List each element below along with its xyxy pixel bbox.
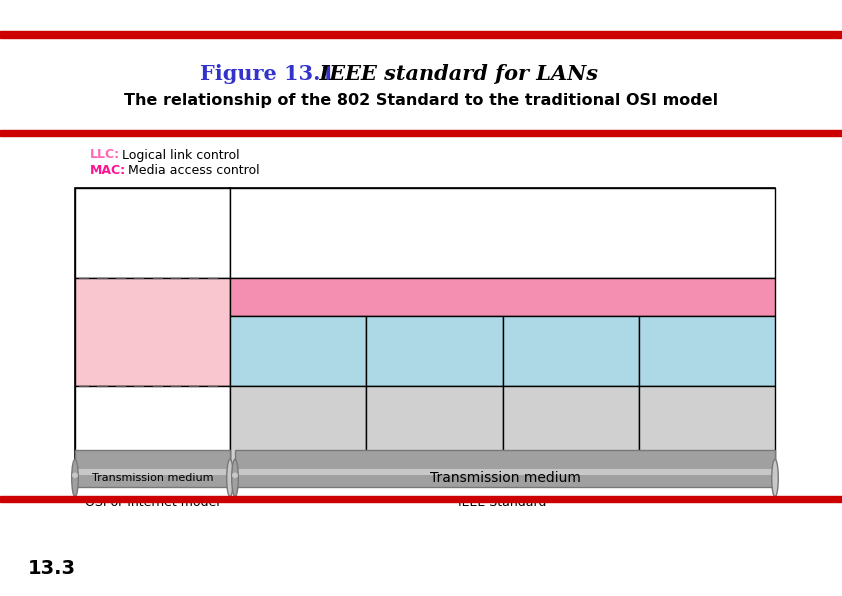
Text: Transmission medium: Transmission medium bbox=[92, 473, 213, 483]
Ellipse shape bbox=[72, 473, 78, 478]
Text: IEEE Standard: IEEE Standard bbox=[458, 496, 546, 509]
Text: LLC: LLC bbox=[488, 290, 516, 305]
Text: IEEE standard for LANs: IEEE standard for LANs bbox=[305, 64, 598, 84]
Bar bbox=[366, 386, 503, 466]
Text: Upper layers: Upper layers bbox=[108, 226, 197, 240]
Text: Transmission medium: Transmission medium bbox=[429, 471, 580, 485]
Text: Token Bus
physical layer: Token Bus physical layer bbox=[527, 412, 614, 440]
Bar bbox=[503, 386, 639, 466]
Bar bbox=[639, 316, 775, 386]
Text: Logical link control: Logical link control bbox=[118, 148, 240, 162]
Bar bbox=[230, 278, 775, 316]
Ellipse shape bbox=[232, 473, 238, 478]
Bar bbox=[75, 188, 230, 466]
Text: Ethernet
MAC: Ethernet MAC bbox=[269, 337, 327, 365]
Bar bbox=[235, 450, 775, 488]
Text: ...: ... bbox=[701, 420, 713, 433]
Text: 13.3: 13.3 bbox=[28, 558, 76, 578]
Text: Figure 13.1: Figure 13.1 bbox=[200, 64, 335, 84]
Bar bbox=[75, 386, 230, 466]
Bar bbox=[366, 316, 503, 386]
Text: Physical layer: Physical layer bbox=[104, 419, 200, 433]
Text: The relationship of the 802 Standard to the traditional OSI model: The relationship of the 802 Standard to … bbox=[124, 92, 718, 107]
Text: Token Bus
MAC: Token Bus MAC bbox=[537, 337, 604, 365]
Ellipse shape bbox=[226, 460, 233, 496]
Bar bbox=[230, 188, 775, 466]
Ellipse shape bbox=[232, 460, 238, 496]
Bar bbox=[230, 188, 775, 278]
Bar bbox=[230, 386, 366, 466]
Bar bbox=[230, 316, 366, 386]
Text: Media access control: Media access control bbox=[124, 163, 259, 176]
Text: Ethernet
physical layers
(several): Ethernet physical layers (several) bbox=[252, 405, 345, 448]
Bar bbox=[0, 130, 842, 136]
Text: Data link layer: Data link layer bbox=[102, 325, 204, 339]
Bar bbox=[235, 450, 775, 488]
Bar bbox=[235, 469, 775, 474]
Text: Token Ring
physical layer: Token Ring physical layer bbox=[391, 412, 477, 440]
Bar bbox=[0, 496, 842, 502]
Text: ...: ... bbox=[701, 344, 713, 358]
Bar bbox=[0, 31, 842, 38]
Bar bbox=[75, 278, 230, 386]
Bar bbox=[75, 188, 230, 278]
Ellipse shape bbox=[72, 460, 78, 496]
Text: LLC:: LLC: bbox=[90, 148, 120, 162]
Text: Token Ring
MAC: Token Ring MAC bbox=[398, 337, 471, 365]
Bar bbox=[503, 316, 639, 386]
Bar bbox=[75, 450, 230, 488]
Text: OSI or Internet model: OSI or Internet model bbox=[85, 496, 220, 509]
Bar bbox=[75, 469, 230, 474]
Text: Upper layers: Upper layers bbox=[458, 226, 546, 240]
Text: MAC:: MAC: bbox=[90, 163, 126, 176]
Bar bbox=[639, 386, 775, 466]
Ellipse shape bbox=[772, 460, 778, 496]
Bar bbox=[75, 450, 230, 488]
